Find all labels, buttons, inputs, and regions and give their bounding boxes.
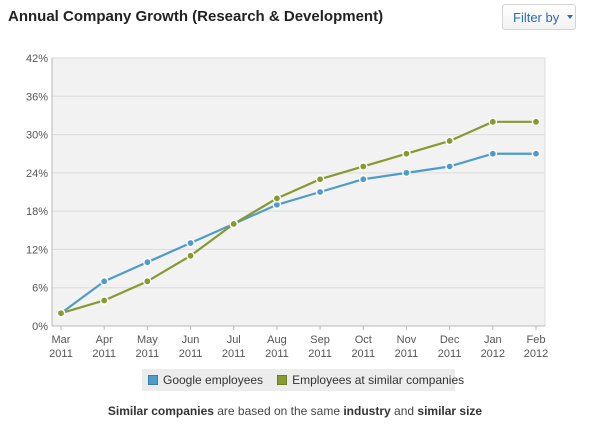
series-line-similar [60,120,536,315]
x-tick-label-year: 2012 [524,348,548,360]
x-tick-label-year: 2011 [265,348,289,360]
data-point-google [445,162,454,171]
data-point-similar [143,277,152,286]
data-point-similar [315,174,325,184]
data-point-google [143,257,152,267]
data-point-similar [488,117,498,127]
x-tick-label-month: Nov [397,334,417,346]
y-tick-label: 18% [26,206,48,218]
legend-swatch-similar [277,375,288,385]
legend-label-google: Google employees [163,373,264,387]
x-tick-label-year: 2011 [395,348,419,360]
data-point-google [402,168,411,178]
data-point-google [99,277,109,286]
footnote-similar-size: similar size [417,404,483,418]
data-point-similar [186,251,195,261]
data-point-similar [531,117,541,127]
data-point-similar [445,136,454,146]
data-point-google [315,187,325,197]
x-tick-label-month: Aug [267,334,287,346]
legend-swatch-google [148,375,158,385]
footnote-industry: industry [343,404,391,418]
x-tick-label-month: Sep [310,334,330,346]
data-point-similar [99,296,109,305]
x-tick-label-month: Feb [527,334,546,346]
data-point-google [358,174,368,184]
x-tick-label-month: Jun [182,334,200,346]
chart-legend: Google employees Employees at similar co… [142,369,464,391]
x-tick-label-year: 2011 [92,348,116,360]
data-point-similar [358,162,368,171]
chart-title: Annual Company Growth (Research & Develo… [8,8,384,25]
x-tick-label-month: Apr [96,334,113,346]
x-tick-label-year: 2011 [222,348,246,360]
y-tick-label: 12% [26,244,48,256]
data-point-similar [229,219,239,229]
y-tick-label: 36% [26,91,48,103]
data-point-similar [402,149,411,159]
x-tick-label-year: 2011 [351,348,375,360]
x-tick-label-month: Dec [440,334,460,346]
footnote: Similar companies are based on the same … [0,404,590,418]
legend-label-similar: Employees at similar companies [292,373,465,387]
y-tick-label: 6% [32,283,48,295]
legend-item-similar[interactable]: Employees at similar companies [277,373,464,387]
x-tick-label-month: Oct [355,334,372,346]
x-tick-label-year: 2011 [136,348,160,360]
x-tick-label-month: Jan [484,334,502,346]
y-tick-label: 24% [26,168,48,180]
legend-item-google[interactable]: Google employees [148,373,263,387]
data-point-similar [56,308,66,318]
x-tick-label-year: 2011 [308,348,332,360]
footnote-text-1: are based on the same [213,404,344,418]
data-point-similar [272,194,282,203]
x-tick-label-year: 2011 [438,348,462,360]
chevron-down-icon [567,15,574,19]
data-point-google [531,149,541,159]
x-tick-label-month: Mar [52,334,71,346]
x-tick-label-month: Jul [227,334,241,346]
x-tick-label-year: 2011 [179,348,203,360]
y-tick-label: 0% [32,321,48,333]
plot-background [52,58,545,326]
filter-by-button[interactable]: Filter by [502,4,576,30]
y-tick-label: 42% [26,53,48,65]
footnote-text-2: and [390,404,418,418]
filter-by-label: Filter by [513,9,560,25]
x-tick-label-year: 2012 [481,348,505,360]
x-tick-label-month: May [137,334,158,346]
data-point-google [186,238,195,248]
series-line-google [60,152,536,315]
footnote-similar-companies: Similar companies [107,404,214,418]
x-tick-label-year: 2011 [49,348,73,360]
y-tick-label: 30% [26,130,48,142]
data-point-google [488,149,498,159]
